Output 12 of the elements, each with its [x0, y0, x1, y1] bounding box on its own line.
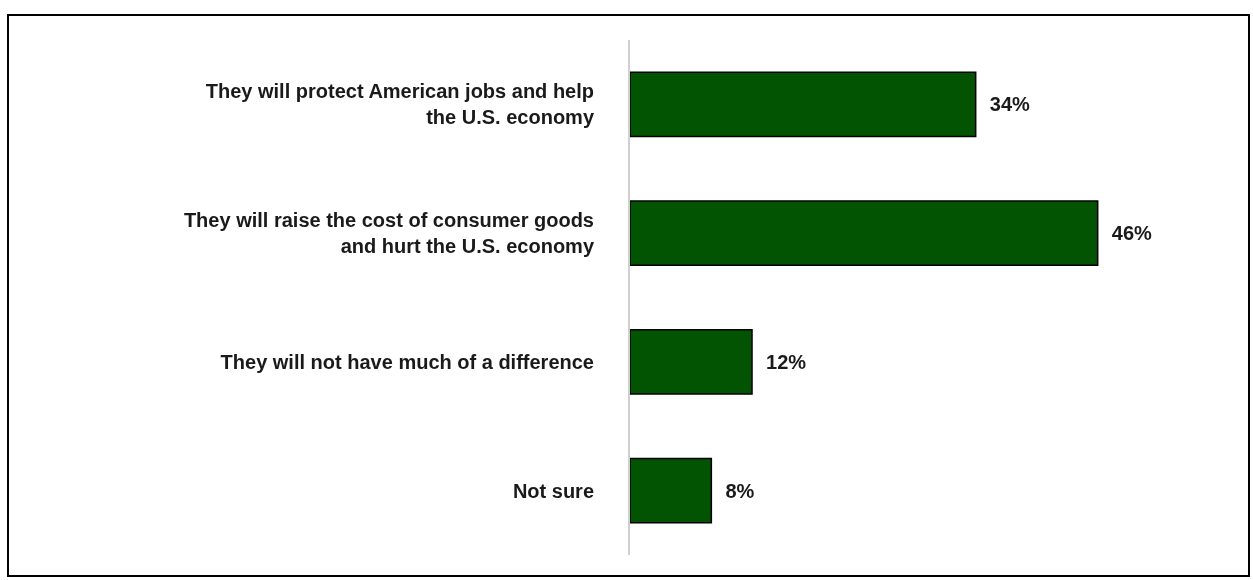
- data-label: 34%: [978, 93, 1031, 116]
- data-label: 46%: [1100, 222, 1153, 245]
- bar: [630, 328, 753, 395]
- data-label: 8%: [714, 479, 755, 502]
- bar: [630, 71, 977, 138]
- y-tick-label: They will protect American jobs and help the U.S. economy: [205, 80, 595, 129]
- bar: [630, 457, 713, 524]
- data-label: 12%: [755, 350, 807, 373]
- bar: [630, 200, 1099, 267]
- y-tick-label: They will not have much of a difference: [220, 350, 594, 373]
- y-tick-label: Not sure: [512, 479, 594, 502]
- y-tick-label: They will raise the cost of consumer goods and hurt the U.S. economy: [183, 209, 595, 258]
